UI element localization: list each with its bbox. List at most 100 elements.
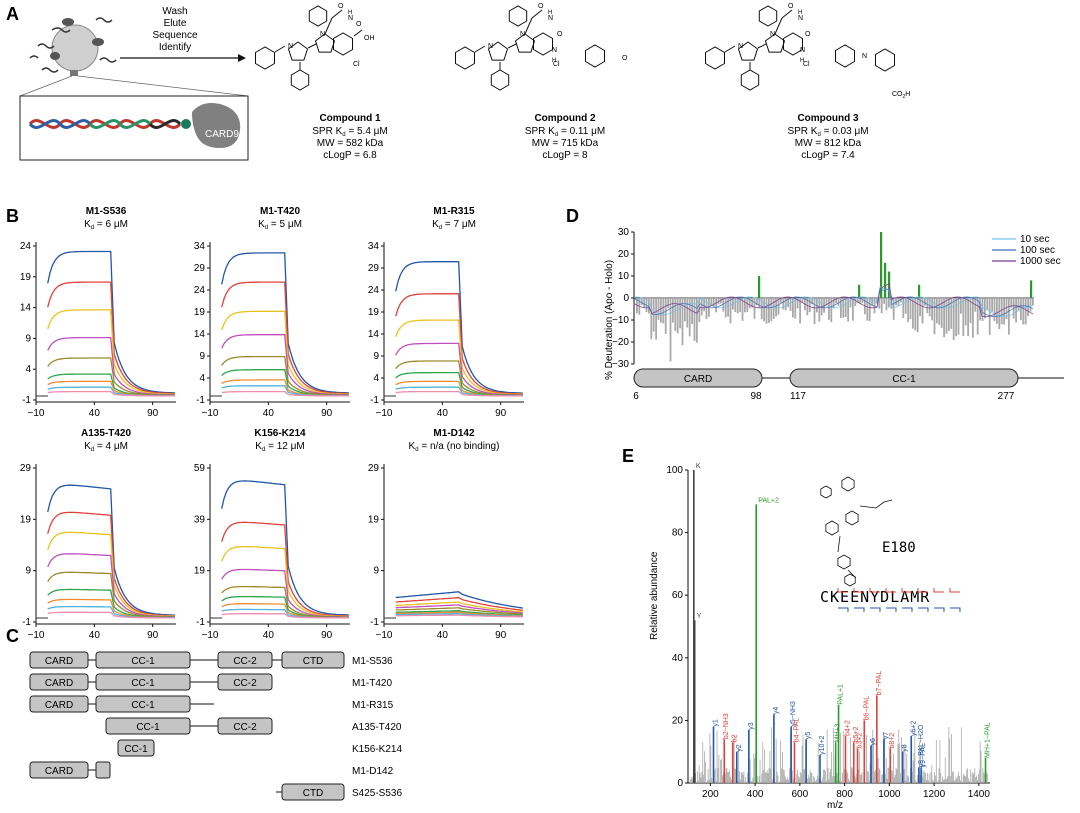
hdx-bar-negative	[938, 298, 941, 325]
y-ion-brackets	[838, 607, 961, 612]
legend-label: 10 sec	[1020, 234, 1049, 245]
atom-label: N	[488, 43, 493, 50]
imidazole-ring	[764, 33, 786, 53]
x-tick-label: −10	[28, 630, 45, 641]
atom-label: Cl	[803, 61, 810, 68]
atom-label: O	[356, 21, 362, 28]
hdx-bar-negative	[1022, 298, 1025, 325]
hdx-bar-negative	[921, 298, 924, 324]
y-tick-label: 19	[20, 514, 32, 525]
workflow-step: Elute	[164, 18, 187, 29]
y-tick-label: -1	[22, 395, 31, 406]
hdx-bar-negative	[976, 298, 979, 335]
atom-label: O	[338, 3, 344, 10]
peak-label: b8+2	[889, 733, 896, 749]
peak-label: b7−PAL	[876, 671, 883, 696]
bond	[324, 17, 333, 35]
hdx-bar-negative	[705, 298, 708, 320]
atom-label: H	[548, 10, 552, 16]
domain-box	[281, 783, 345, 801]
x-tick-label: 400	[747, 789, 764, 800]
domain-label: CC-2	[233, 678, 257, 689]
hdx-bar-negative	[753, 298, 756, 319]
hdx-bar-positive	[858, 284, 861, 298]
hdx-bar-negative	[760, 298, 763, 320]
y-tick-label: 9	[199, 351, 205, 362]
peak-label: y1	[713, 719, 720, 727]
domain-label: CARD	[45, 656, 73, 667]
hdx-bar-negative	[878, 298, 881, 309]
hdx-bar-negative	[828, 298, 830, 320]
hdx-bar-negative	[823, 298, 825, 313]
plot-title: M1-D142	[433, 428, 475, 439]
y-tick-label: 24	[368, 285, 380, 296]
hdx-bar-negative	[964, 298, 967, 326]
hdx-bar-negative	[796, 298, 799, 309]
x-tick-label: 90	[147, 408, 159, 419]
atom-label: N	[800, 47, 805, 54]
hdx-bar-negative	[748, 298, 751, 309]
y-tick-label: 4	[25, 364, 31, 375]
sensorgram-trace	[47, 531, 175, 617]
pyrazole-ring	[487, 41, 509, 61]
y-tick-label: 100	[666, 465, 683, 476]
hdx-bar-negative	[636, 298, 638, 314]
hdx-bar-negative	[1017, 298, 1020, 311]
atom-label: N	[552, 47, 557, 54]
y-tick-label: 9	[25, 333, 31, 344]
domain-label: CC-1	[892, 374, 916, 385]
y-tick-label: −30	[612, 359, 629, 370]
sensorgram-trace	[47, 309, 175, 395]
atom-label: Cl	[353, 61, 360, 68]
phenyl-ring	[835, 44, 855, 68]
atom-label: N	[770, 31, 775, 38]
y-tick-label: 20	[672, 715, 684, 726]
panel-d-letter: D	[566, 206, 579, 226]
domain-label: CC-1	[136, 722, 160, 733]
panel-e-ylabel: Relative abundance	[649, 551, 660, 640]
atom-label: N	[348, 15, 353, 22]
sensorgram-trace	[395, 591, 523, 609]
benzimidazole-ring	[333, 32, 353, 56]
y-tick-label: -1	[22, 617, 31, 628]
compound-clogp: cLogP = 7.4	[801, 150, 855, 161]
domain-label: CARD	[684, 374, 712, 385]
b-ion-brackets	[837, 588, 960, 593]
sensorgram-trace	[221, 545, 349, 618]
y-tick-label: 19	[194, 307, 206, 318]
compound-name: Compound 2	[534, 113, 596, 124]
cyclohexyl-ring	[508, 5, 528, 27]
kd-value: = n/a (no binding)	[419, 441, 500, 452]
hdx-bar-negative	[1032, 298, 1034, 306]
hdx-bar-negative	[902, 298, 905, 319]
atom-label: OH	[364, 35, 375, 42]
y-tick-label: 80	[672, 528, 684, 539]
compound-mw: MW = 812 kDa	[795, 138, 862, 149]
y-tick-label: 19	[368, 514, 380, 525]
atom-label: O	[788, 3, 794, 10]
spr-prefix: SPR K	[525, 126, 555, 137]
hdx-bar-negative	[758, 298, 761, 309]
hdx-bar-negative	[662, 298, 665, 324]
hdx-bar-negative	[960, 298, 962, 314]
hdx-bar-negative	[756, 298, 758, 306]
sensorgram-trace	[221, 281, 349, 395]
y-tick-label: 34	[368, 241, 380, 252]
hdx-bar-negative	[854, 298, 857, 307]
hdx-bar-negative	[962, 298, 965, 337]
peak-label: b4−PAL	[793, 718, 800, 743]
hdx-bar-positive	[1030, 280, 1033, 298]
peak-label: y6	[870, 738, 877, 746]
hdx-bar-negative	[698, 298, 701, 323]
bond	[353, 29, 363, 37]
bond	[331, 9, 343, 19]
hdx-bar-negative	[806, 298, 809, 316]
construct-row: CARD M1-D142	[29, 761, 394, 779]
domain-label: CC-1	[131, 700, 155, 711]
hdx-bar-negative	[1000, 298, 1003, 325]
dna-helix	[28, 119, 191, 129]
y-tick-label: -1	[370, 395, 379, 406]
y-tick-label: 20	[618, 249, 630, 260]
